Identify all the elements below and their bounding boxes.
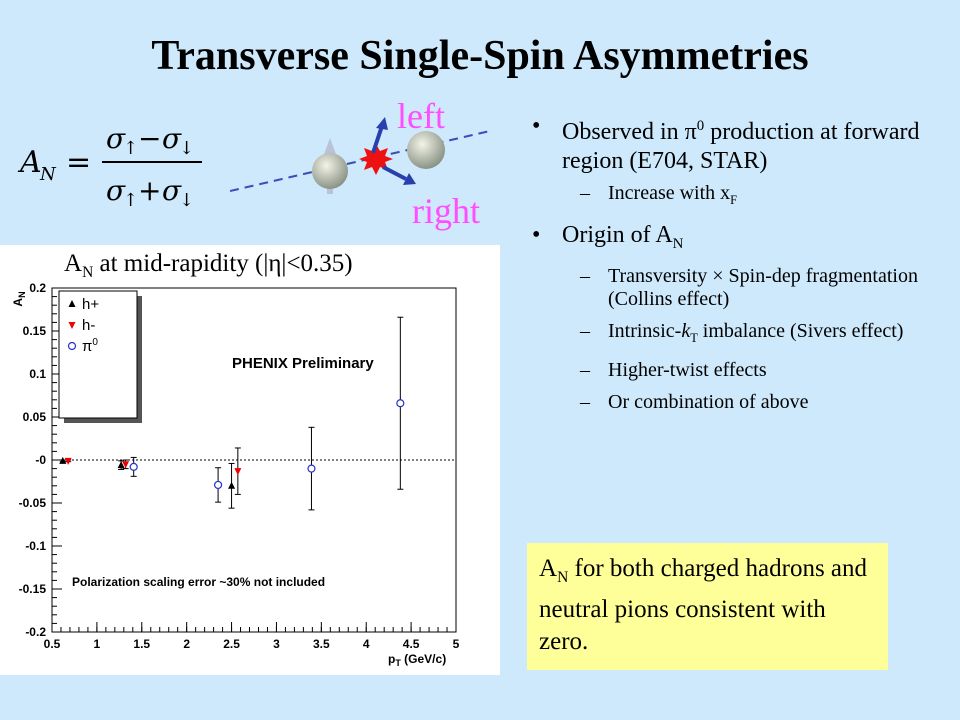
legend-marker <box>68 322 76 329</box>
sub-bullet-combination: Or combination of above <box>530 391 950 414</box>
legend-label: h+ <box>82 296 99 313</box>
svg-text:↓: ↓ <box>179 138 194 159</box>
x-tick-label: 3 <box>273 637 280 651</box>
y-axis-label: AN <box>11 291 27 306</box>
data-point <box>64 457 72 465</box>
y-tick-label: -0.15 <box>19 582 47 596</box>
bullet-origin: Origin of AN <box>530 221 950 259</box>
svg-text:=: = <box>66 145 91 180</box>
x-tick-label: 2.5 <box>223 637 240 651</box>
data-point <box>59 456 67 464</box>
svg-text:↓: ↓ <box>179 190 194 208</box>
beam-line <box>230 130 491 192</box>
data-point <box>129 462 138 471</box>
svg-text:↑: ↑ <box>123 138 138 159</box>
svg-text:σ: σ <box>106 122 126 155</box>
sub-bullet-increase: Increase with xF <box>530 182 950 212</box>
x-tick-label: 0.5 <box>44 637 61 651</box>
sub-bullet-higher-twist: Higher-twist effects <box>530 359 950 382</box>
y-tick-label: 0.1 <box>29 367 46 381</box>
legend-marker <box>67 341 77 351</box>
chart-footnote: Polarization scaling error ~30% not incl… <box>72 575 325 589</box>
y-tick-label: -0.2 <box>25 625 46 639</box>
proton-left-icon <box>312 138 348 194</box>
an-vs-pt-chart: -0.2 -0.15 -0.1 -0.05 -0 0.05 0.1 0.15 0.2 0.5 1 1.… <box>11 281 460 668</box>
svg-text:σ: σ <box>106 174 126 207</box>
scattering-diagram <box>230 117 491 194</box>
svg-text:+: + <box>138 174 161 207</box>
y-tick-label: 0.15 <box>23 324 47 338</box>
data-point <box>213 480 223 490</box>
proton-right-icon <box>407 131 445 169</box>
bullet-observed: Observed in π0 production at forward reg… <box>530 112 950 176</box>
summary-box: AN for both charged hadrons and neutral … <box>527 543 888 670</box>
plot-title: AN at mid-rapidity (|η|<0.35) <box>64 250 353 281</box>
x-tick-label: 1.5 <box>133 637 150 651</box>
y-tick-label: 0.05 <box>23 410 47 424</box>
legend-box <box>58 290 138 419</box>
data-point <box>396 399 405 408</box>
plot-panel: -0.2 -0.15 -0.1 -0.05 -0 0.05 0.1 0.15 0.2 0.5 1 1.… <box>0 245 500 675</box>
svg-text:A: A <box>17 145 42 180</box>
svg-text:↑: ↑ <box>123 190 138 208</box>
x-tick-label: 2 <box>183 637 190 651</box>
chart-annotation: PHENIX Preliminary <box>232 355 374 372</box>
x-tick-label: 4.5 <box>403 637 420 651</box>
x-tick-label: 1 <box>94 637 101 651</box>
svg-text:N: N <box>39 164 57 185</box>
slide-title: Transverse Single-Spin Asymmetries <box>151 33 809 79</box>
arrow-down-right-icon <box>382 165 416 185</box>
sub-bullet-transversity: Transversity × Spin-dep fragmentation (C… <box>530 265 950 311</box>
x-tick-label: 3.5 <box>313 637 330 651</box>
data-point <box>117 461 125 469</box>
y-tick-label: 0.2 <box>29 281 46 295</box>
svg-text:σ: σ <box>162 122 182 155</box>
y-tick-label: -0 <box>35 453 46 467</box>
label-left: left <box>397 96 445 136</box>
x-tick-label: 5 <box>453 637 460 651</box>
y-tick-label: -0.1 <box>25 539 46 553</box>
asymmetry-formula: A N = σ ↑ − σ ↓ σ ↑ + σ ↓ <box>17 122 202 208</box>
data-point <box>122 461 130 469</box>
x-axis-label: pT (GeV/c) <box>388 652 446 668</box>
x-tick-label: 4 <box>363 637 370 651</box>
arrow-up-left-icon <box>371 117 388 154</box>
data-point <box>307 464 316 473</box>
data-point <box>234 468 242 476</box>
svg-text:σ: σ <box>162 174 182 207</box>
data-point <box>228 481 236 489</box>
label-right: right <box>412 191 480 231</box>
sub-bullet-intrinsic-kt: Intrinsic-kT imbalance (Sivers effect) <box>530 320 950 350</box>
svg-text:−: − <box>138 122 161 155</box>
legend-label: h- <box>82 317 95 334</box>
legend-marker <box>68 300 76 307</box>
bullet-list: Observed in π0 production at forward reg… <box>530 112 950 423</box>
y-tick-label: -0.05 <box>19 496 47 510</box>
